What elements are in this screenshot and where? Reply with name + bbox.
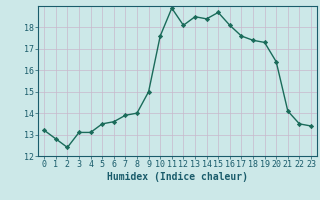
X-axis label: Humidex (Indice chaleur): Humidex (Indice chaleur) (107, 172, 248, 182)
